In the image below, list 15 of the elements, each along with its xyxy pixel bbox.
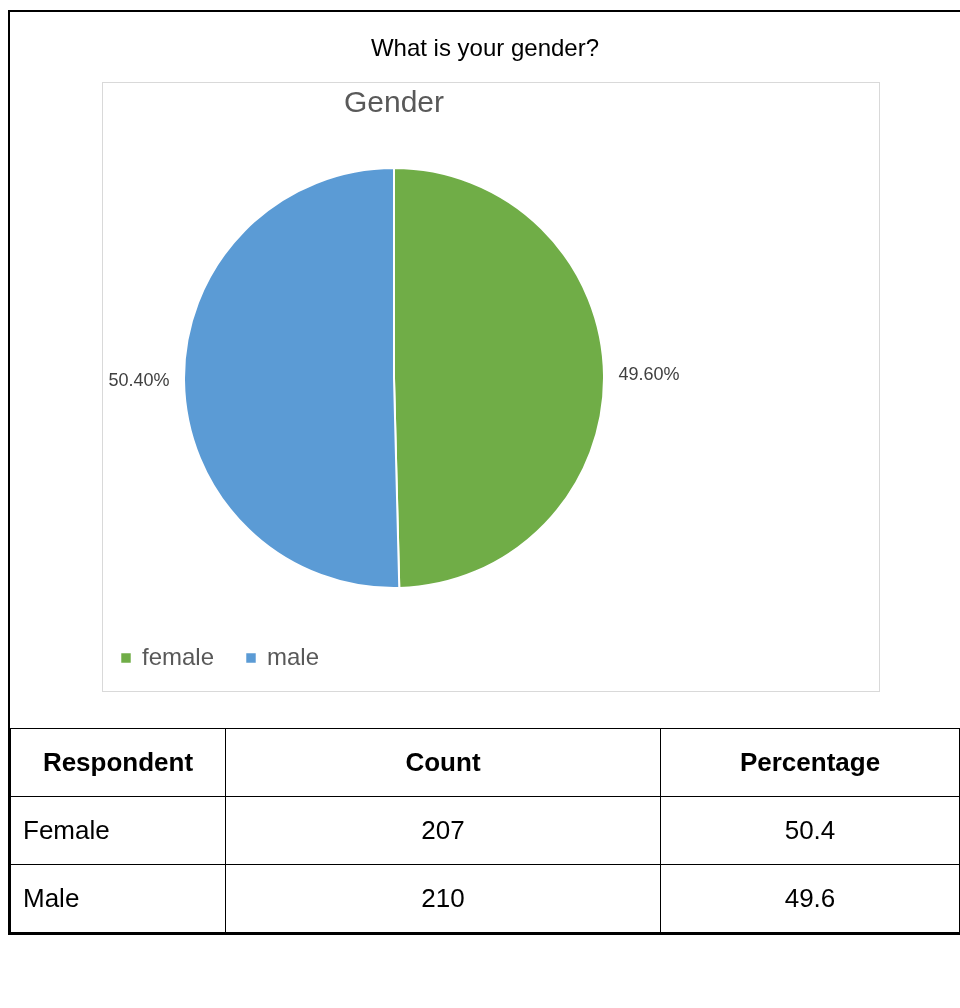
text: 50.4 [660,796,960,865]
text: Male [10,864,226,933]
text: 49.6 [660,864,960,933]
legend-label: male [267,643,320,670]
legend-label: female [142,643,215,670]
text: Percentage [660,728,960,797]
data-label: 50.40% [108,370,170,391]
text: Female [10,796,226,865]
text: Respondent [10,728,226,797]
text: 210 [225,864,661,933]
chart-title: What is your gender? [369,33,601,63]
text: Count [225,728,661,797]
data-label: 49.60% [618,363,680,384]
chart-subtitle: Gender [343,85,445,118]
text: 207 [225,796,661,865]
